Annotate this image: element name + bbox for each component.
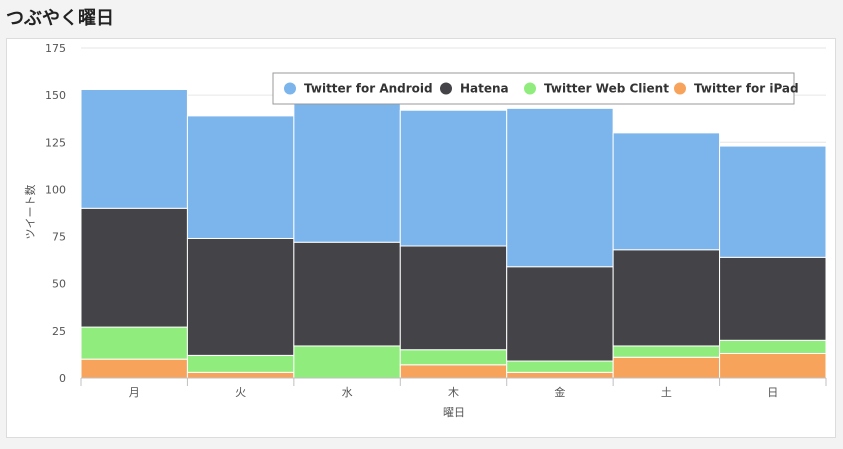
bar-segment bbox=[399, 245, 508, 351]
bar-segment bbox=[293, 241, 401, 347]
bar-segment bbox=[506, 266, 614, 362]
bar-segment bbox=[80, 207, 188, 328]
y-tick-label: 0 bbox=[59, 372, 66, 385]
bar-segment bbox=[612, 345, 721, 358]
y-tick-label: 100 bbox=[45, 183, 66, 196]
page-title: つぶやく曜日 bbox=[6, 8, 114, 29]
legend-marker bbox=[284, 82, 296, 95]
x-tick-label: 火 bbox=[235, 386, 246, 399]
x-tick-label: 木 bbox=[448, 386, 459, 399]
x-tick-label: 金 bbox=[554, 385, 565, 399]
bar-segment bbox=[186, 354, 295, 373]
x-tick-label: 日 bbox=[767, 386, 778, 399]
bar-segment bbox=[612, 356, 721, 379]
bar-segment bbox=[80, 326, 188, 360]
legend-marker bbox=[524, 82, 536, 95]
y-tick-label: 50 bbox=[52, 278, 66, 291]
bar-segment bbox=[186, 237, 295, 356]
legend: Twitter for Android Hatena Twitter Web Cli… bbox=[272, 72, 799, 105]
bar-segment bbox=[186, 371, 295, 379]
bar-segment bbox=[399, 349, 508, 366]
bar-segment bbox=[293, 345, 401, 379]
y-tick-label: 25 bbox=[52, 325, 66, 338]
x-axis: 月火水木金土日 bbox=[80, 377, 827, 399]
bar-segment bbox=[719, 339, 827, 354]
legend-item-label: Hatena bbox=[460, 82, 509, 96]
legend-item-label: Twitter for Android bbox=[304, 82, 433, 96]
x-axis-title: 曜日 bbox=[443, 406, 465, 419]
legend-marker bbox=[674, 82, 686, 95]
y-axis: 0 25 50 75 100 125 150 175 bbox=[45, 42, 66, 385]
y-tick-label: 125 bbox=[45, 136, 66, 149]
legend-item-label: Twitter for iPad bbox=[694, 82, 799, 96]
legend-item-label: Twitter Web Client bbox=[544, 82, 669, 96]
bar-segment bbox=[719, 352, 827, 379]
bar-segment bbox=[399, 364, 508, 379]
bar-segment bbox=[506, 107, 614, 268]
bars bbox=[80, 88, 827, 379]
legend-marker bbox=[440, 82, 452, 95]
bar-segment bbox=[612, 249, 721, 347]
bar-segment bbox=[80, 358, 188, 379]
x-tick-label: 水 bbox=[342, 386, 353, 399]
bar-segment bbox=[612, 132, 721, 251]
x-tick-label: 月 bbox=[129, 386, 140, 399]
bar-segment bbox=[506, 371, 614, 379]
bar-segment bbox=[719, 256, 827, 341]
y-tick-label: 150 bbox=[45, 89, 66, 102]
bar-segment bbox=[506, 360, 614, 373]
x-tick-label: 土 bbox=[661, 386, 672, 399]
bar-segment bbox=[186, 115, 295, 239]
y-tick-label: 175 bbox=[45, 42, 66, 55]
bar-segment bbox=[293, 102, 401, 243]
y-tick-label: 75 bbox=[52, 231, 66, 244]
y-axis-title: ツイート数 bbox=[24, 185, 37, 240]
bar-segment bbox=[80, 88, 188, 209]
bar-segment bbox=[719, 145, 827, 258]
bar-segment bbox=[399, 109, 508, 247]
